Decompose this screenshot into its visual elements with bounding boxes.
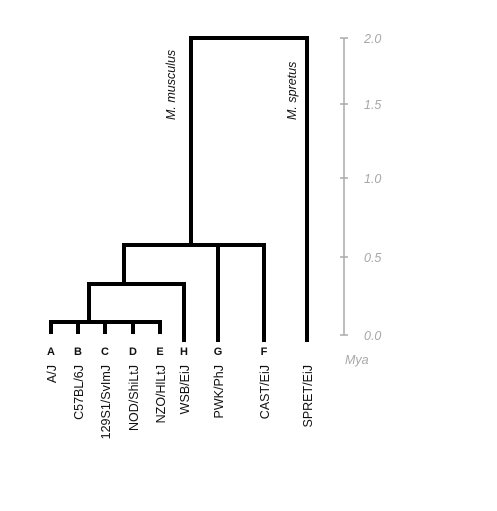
leaf-letter-b: B bbox=[74, 346, 82, 358]
musculus-label: M. musculus bbox=[164, 50, 178, 120]
leaf-letter-d: D bbox=[129, 346, 137, 358]
leaf-name-nod: NOD/ShiLtJ bbox=[127, 365, 141, 431]
axis-label-0-0: 0.0 bbox=[364, 329, 381, 343]
axis-label-2-0: 2.0 bbox=[363, 32, 381, 46]
leaf-letter-h: H bbox=[180, 346, 188, 358]
leaf-name-spret: SPRET/EiJ bbox=[301, 365, 315, 428]
leaf-name-nzo: NZO/HlLtJ bbox=[154, 365, 168, 423]
leaf-names: A/J C57BL/6J 129S1/SvImJ NOD/ShiLtJ NZO/… bbox=[45, 365, 315, 439]
axis-unit-label: Mya bbox=[345, 353, 369, 367]
axis-label-1-5: 1.5 bbox=[364, 98, 381, 112]
leaf-name-wsb: WSB/EiJ bbox=[178, 365, 192, 414]
leaf-letter-a: A bbox=[47, 346, 55, 358]
leaf-letter-e: E bbox=[156, 346, 163, 358]
tree-branches bbox=[49, 36, 309, 342]
leaf-name-aj: A/J bbox=[45, 365, 59, 383]
leaf-name-129: 129S1/SvImJ bbox=[99, 365, 113, 439]
leaf-letters: A B C D E H G F bbox=[47, 346, 268, 358]
leaf-letter-c: C bbox=[101, 346, 109, 358]
leaf-letter-g: G bbox=[214, 346, 223, 358]
axis-label-1-0: 1.0 bbox=[364, 172, 381, 186]
spretus-label: M. spretus bbox=[285, 62, 299, 120]
axis-label-0-5: 0.5 bbox=[364, 251, 381, 265]
leaf-name-pwk: PWK/PhJ bbox=[212, 365, 226, 419]
time-axis: 2.0 1.5 1.0 0.5 0.0 Mya bbox=[340, 32, 381, 367]
leaf-name-cast: CAST/EiJ bbox=[258, 365, 272, 419]
leaf-name-b6: C57BL/6J bbox=[72, 365, 86, 420]
leaf-letter-f: F bbox=[261, 346, 268, 358]
